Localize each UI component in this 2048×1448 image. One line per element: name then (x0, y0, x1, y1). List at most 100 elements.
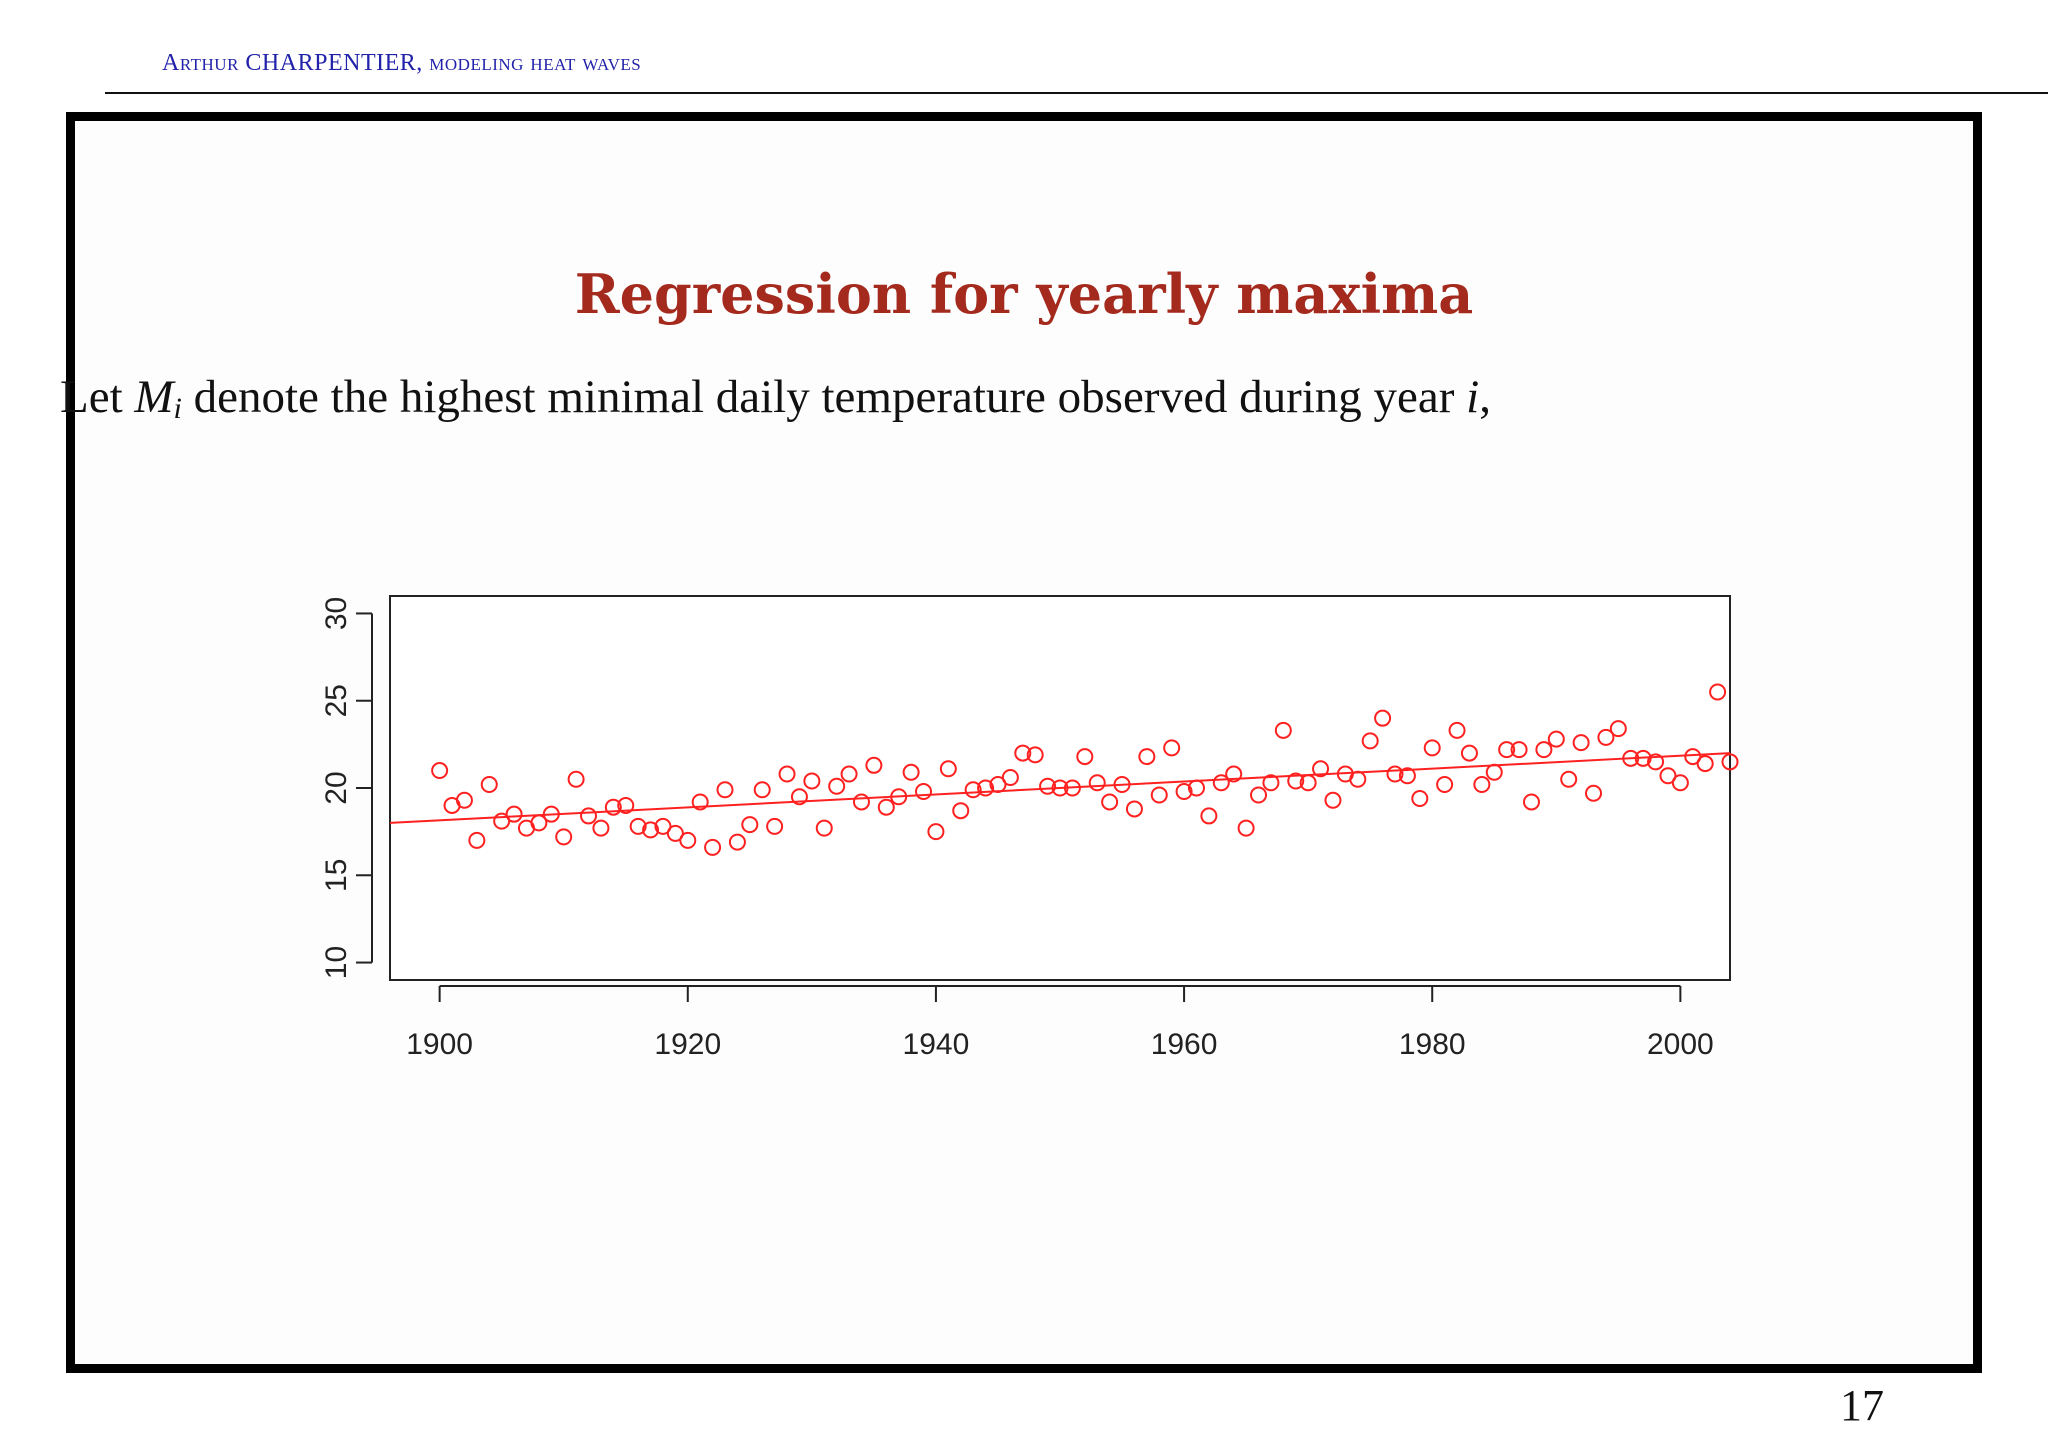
data-point (704, 838, 722, 856)
regression-line (389, 752, 1731, 824)
data-point (1634, 749, 1652, 767)
running-header: Arthur CHARPENTIER, modeling heat waves (162, 50, 642, 76)
x-tick-label: 1980 (1399, 1028, 1466, 1061)
scatter-chart: 10 15 20 25 30 1900 1920 1940 1960 1980 2000 (320, 595, 1739, 1061)
data-point (1671, 774, 1689, 792)
data-point (890, 788, 908, 806)
data-point (654, 817, 672, 835)
slide-title: Regression for yearly maxima (574, 262, 1474, 326)
data-point (1560, 770, 1578, 788)
header-topic: modeling heat waves (429, 50, 642, 76)
data-point (1299, 774, 1317, 792)
math-var-m: M (134, 371, 174, 423)
data-point (803, 772, 821, 790)
data-point (555, 828, 573, 846)
y-tick-label: 20 (320, 771, 353, 804)
data-point (1684, 748, 1702, 766)
data-point (828, 777, 846, 795)
data-point (1262, 774, 1280, 792)
data-point (1287, 772, 1305, 790)
data-point (1498, 741, 1516, 759)
data-point (1436, 776, 1454, 794)
data-point (790, 788, 808, 806)
data-point (542, 805, 560, 823)
data-point (741, 816, 759, 834)
x-tick-label: 1940 (903, 1028, 970, 1061)
data-point (1200, 807, 1218, 825)
data-point (1597, 728, 1615, 746)
data-point (1076, 748, 1094, 766)
data-point (1572, 734, 1590, 752)
data-point (1125, 800, 1143, 818)
data-point (877, 798, 895, 816)
x-tick-label: 2000 (1647, 1028, 1714, 1061)
data-point (1113, 776, 1131, 794)
data-point (1349, 770, 1367, 788)
data-point (455, 791, 473, 809)
data-point (505, 805, 523, 823)
data-point (1535, 741, 1553, 759)
data-point (1063, 779, 1081, 797)
data-point (629, 817, 647, 835)
y-tick-label: 15 (320, 859, 353, 892)
data-point (1039, 777, 1057, 795)
data-point (1411, 789, 1429, 807)
data-point (1522, 793, 1540, 811)
data-point (766, 817, 784, 835)
data-point (1163, 739, 1181, 757)
header-author: Arthur CHARPENTIER (162, 50, 417, 76)
data-point (431, 762, 449, 780)
y-tick-label: 10 (320, 946, 353, 979)
data-point (617, 796, 635, 814)
data-point (1088, 774, 1106, 792)
data-point (728, 833, 746, 851)
data-point (1187, 779, 1205, 797)
data-point (666, 824, 684, 842)
data-point (1398, 767, 1416, 785)
data-point (691, 793, 709, 811)
data-point (1001, 769, 1019, 787)
data-point (592, 819, 610, 837)
data-point (480, 776, 498, 794)
data-point (952, 802, 970, 820)
lead-suffix: , (1479, 371, 1491, 423)
data-point (530, 814, 548, 832)
data-point (1510, 741, 1528, 759)
math-var-year: i (1466, 371, 1480, 423)
data-point (927, 823, 945, 841)
data-point (1622, 749, 1640, 767)
data-point (1138, 748, 1156, 766)
x-tick-label: 1960 (1151, 1028, 1218, 1061)
data-point (716, 781, 734, 799)
lead-sentence: Let Mi denote the highest minimal daily … (60, 370, 1491, 426)
data-point (642, 821, 660, 839)
x-tick-label: 1920 (654, 1028, 721, 1061)
data-point (1485, 763, 1503, 781)
lead-middle: denote the highest minimal daily tempera… (181, 371, 1467, 423)
data-point (1473, 776, 1491, 794)
data-point (1709, 683, 1727, 701)
data-point (840, 765, 858, 783)
data-point (1312, 760, 1330, 778)
data-point (977, 779, 995, 797)
data-point (1250, 786, 1268, 804)
data-point (1585, 784, 1603, 802)
data-point (1609, 720, 1627, 738)
data-point (1696, 755, 1714, 773)
data-point (1423, 739, 1441, 757)
math-subscript: i (173, 392, 182, 425)
page-number: 17 (1840, 1381, 1884, 1430)
data-point (865, 756, 883, 774)
data-point (1361, 732, 1379, 750)
data-point (567, 770, 585, 788)
data-point (1721, 753, 1739, 771)
data-point (1324, 791, 1342, 809)
x-tick-label: 1900 (406, 1028, 473, 1061)
data-point (989, 776, 1007, 794)
data-point (753, 781, 771, 799)
data-point (852, 793, 870, 811)
lead-prefix: Let (60, 371, 135, 423)
data-point (1659, 767, 1677, 785)
data-point (902, 763, 920, 781)
data-point (1448, 721, 1466, 739)
